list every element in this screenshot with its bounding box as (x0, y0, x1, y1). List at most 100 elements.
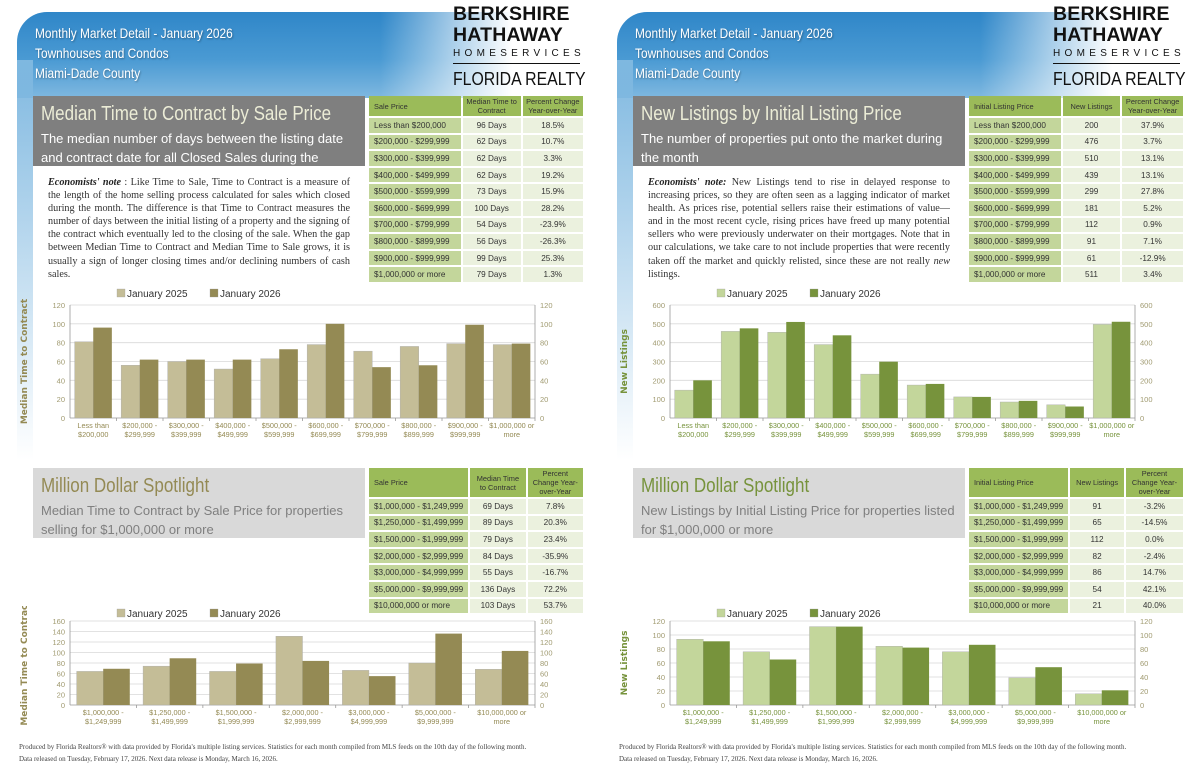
price-range-cell: $400,000 - $499,999 (969, 167, 1061, 183)
price-range-cell: $1,000,000 or more (369, 267, 461, 282)
table-row: $10,000,000 or more 103 Days 53.7% (369, 598, 583, 614)
y-tick-label-right: 600 (1140, 301, 1153, 310)
percent-change-cell: -12.9% (1122, 250, 1183, 266)
x-tick-label: $700,000 - (355, 421, 390, 430)
section-header: New Listings by Initial Listing Price The… (633, 96, 965, 166)
table-row: $1,500,000 - $1,999,999 79 Days 23.4% (369, 532, 583, 547)
table-row: $600,000 - $699,999 100 Days 28.2% (369, 200, 583, 216)
value-cell: 439 (1062, 167, 1121, 183)
percent-change-cell: -35.9% (527, 548, 583, 564)
price-range-cell: $1,500,000 - $1,999,999 (969, 532, 1069, 547)
bar (1035, 667, 1062, 705)
bar (435, 633, 462, 705)
percent-change-cell: 25.3% (522, 250, 583, 266)
bar (703, 641, 730, 705)
price-range-cell: Less than $200,000 (369, 118, 461, 133)
percent-change-cell: 53.7% (527, 598, 583, 614)
x-tick-label: $200,000 (78, 430, 108, 439)
x-tick-label: $400,000 - (215, 421, 250, 430)
x-tick-label: $400,000 - (815, 421, 850, 430)
x-tick-label: $500,000 - (262, 421, 297, 430)
price-range-cell: $5,000,000 - $9,999,999 (969, 581, 1069, 597)
x-tick-label: $1,250,000 - (749, 708, 791, 717)
y-tick-label-left: 40 (657, 673, 665, 682)
bar (213, 368, 233, 419)
y-tick-label-right: 0 (1140, 701, 1144, 710)
legend-label: January 2026 (220, 289, 281, 300)
y-tick-label-left: 200 (652, 376, 665, 385)
bar (76, 671, 104, 706)
x-tick-label: $1,500,000 - (216, 708, 258, 717)
section-title: Million Dollar Spotlight (41, 475, 210, 497)
x-tick-label: more (1103, 430, 1120, 439)
legend-swatch (209, 608, 219, 618)
percent-change-cell: 20.3% (527, 515, 583, 531)
bar (306, 344, 326, 419)
x-tick-label: $1,000,000 or (1089, 421, 1135, 430)
price-range-cell: $800,000 - $899,999 (969, 234, 1061, 249)
y-tick-label-left: 0 (61, 701, 65, 710)
note-text-end: listings. (648, 268, 680, 280)
y-tick-label-left: 40 (57, 376, 65, 385)
section-title: Million Dollar Spotlight (641, 475, 810, 497)
x-tick-label: $2,999,999 (284, 717, 321, 726)
table-row: $800,000 - $899,999 91 7.1% (969, 234, 1183, 249)
x-tick-label: $300,000 - (169, 421, 204, 430)
section-title: New Listings by Initial Listing Price (641, 103, 902, 125)
bar (325, 323, 345, 418)
x-tick-label: $299,999 (125, 430, 155, 439)
percent-change-cell: 10.7% (522, 134, 583, 150)
x-tick-label: $999,999 (1050, 430, 1080, 439)
logo-line: BERKSHIRE (453, 3, 570, 25)
y-tick-label-left: 120 (52, 638, 65, 647)
bar (906, 384, 926, 419)
footer: Produced by Florida Realtors® with data … (19, 741, 526, 765)
y-tick-label-right: 160 (540, 617, 553, 626)
y-tick-label-right: 20 (1140, 687, 1148, 696)
price-range-cell: $700,000 - $799,999 (369, 217, 461, 233)
y-tick-label-right: 60 (1140, 659, 1148, 668)
price-range-cell: $3,000,000 - $4,999,999 (969, 565, 1069, 580)
report-title-line: Townhouses and Condos (35, 45, 169, 61)
x-tick-label: $600,000 - (908, 421, 943, 430)
value-cell: 91 (1062, 234, 1121, 249)
section-subtitle: The number of properties put onto the ma… (641, 131, 943, 165)
x-tick-label: $3,000,000 - (348, 708, 390, 717)
spotlight-header: Million Dollar Spotlight New Listings by … (633, 468, 965, 538)
price-range-cell: $600,000 - $699,999 (969, 200, 1061, 216)
percent-change-cell: 72.2% (527, 581, 583, 597)
x-tick-label: $1,250,000 - (149, 708, 191, 717)
column-header: Percent Change Year-over-Year (522, 96, 583, 116)
x-tick-label: more (1093, 717, 1110, 726)
column-header: Sale Price (369, 96, 461, 116)
x-tick-label: $1,999,999 (218, 717, 255, 726)
note-emphasis: new (933, 255, 950, 267)
note-label: Economists' note (48, 177, 122, 188)
bar (209, 671, 237, 706)
value-cell: 82 (1070, 548, 1124, 564)
logo-line: HOMESERVICES (453, 48, 581, 64)
column-header: Percent Change Year-over-Year (1125, 468, 1183, 497)
y-tick-label-left: 80 (57, 339, 65, 348)
percent-change-cell: 3.3% (522, 151, 583, 166)
bar (186, 359, 205, 418)
percent-change-cell: 7.1% (1122, 234, 1183, 249)
value-cell: 200 (1062, 118, 1121, 133)
value-cell: 79 Days (470, 532, 526, 547)
logo-line: HATHAWAY (1053, 24, 1163, 46)
y-tick-label-right: 40 (540, 680, 548, 689)
y-tick-label-right: 100 (1140, 395, 1153, 404)
report-title-line: Monthly Market Detail - January 2026 (635, 25, 833, 41)
y-tick-label-right: 100 (1140, 631, 1153, 640)
price-range-cell: $1,000,000 - $1,249,999 (969, 499, 1069, 514)
price-range-cell: $200,000 - $299,999 (969, 134, 1061, 150)
value-cell: 510 (1062, 151, 1121, 166)
x-tick-label: $899,999 (404, 430, 434, 439)
y-tick-label-right: 120 (540, 638, 553, 647)
y-tick-label-right: 400 (1140, 339, 1153, 348)
bar (1101, 690, 1129, 705)
price-range-cell: $1,000,000 or more (969, 267, 1061, 282)
value-cell: 86 (1070, 565, 1124, 580)
price-range-cell: $10,000,000 or more (969, 598, 1069, 614)
bar-chart: January 2025 January 2026 0 0 20 20 40 40 60 60 80… (20, 288, 553, 439)
